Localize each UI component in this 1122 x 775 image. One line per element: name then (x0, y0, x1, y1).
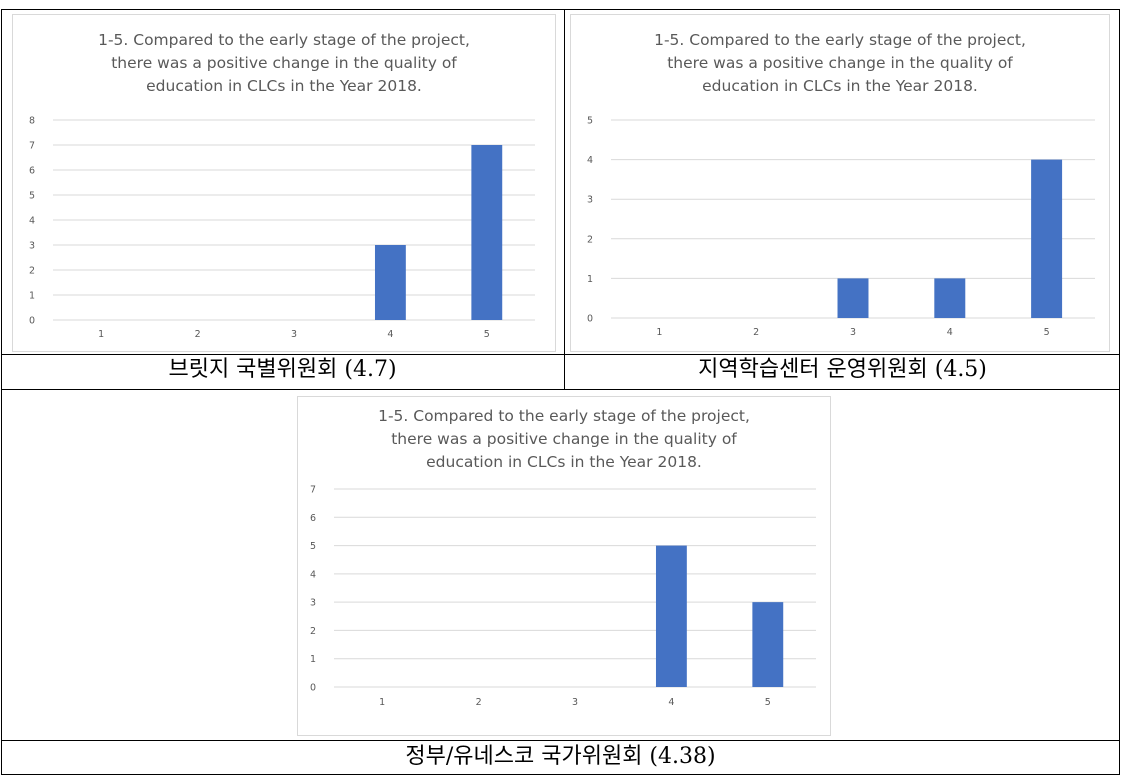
bar-5 (752, 602, 784, 687)
x-tick-label: 2 (476, 697, 482, 708)
x-tick-label: 3 (850, 327, 856, 338)
y-tick-label: 1 (29, 291, 35, 302)
y-tick-label: 1 (310, 654, 316, 665)
caption-clc: 지역학습센터 운영위원회 (4.5) (698, 357, 987, 382)
caption-government: 정부/유네스코 국가위원회 (4.38) (405, 744, 716, 769)
x-tick-label: 4 (668, 697, 674, 708)
y-tick-label: 3 (29, 241, 35, 252)
x-tick-label: 1 (379, 697, 385, 708)
chart-svg: 1-5. Compared to the early stage of the … (29, 31, 535, 340)
chart-title-line: there was a positive change in the quali… (111, 54, 457, 72)
x-tick-label: 4 (387, 329, 393, 340)
y-tick-label: 1 (587, 274, 593, 285)
x-tick-label: 1 (656, 327, 662, 338)
chart-panel-government: 1-5. Compared to the early stage of the … (297, 396, 831, 736)
y-tick-label: 8 (29, 116, 35, 127)
chart-title-line: 1-5. Compared to the early stage of the … (378, 407, 750, 425)
chart-title-line: there was a positive change in the quali… (391, 430, 737, 448)
chart-panel-bridge: 1-5. Compared to the early stage of the … (12, 14, 556, 352)
y-tick-label: 6 (310, 513, 316, 524)
y-tick-label: 5 (29, 191, 35, 202)
bar-4 (374, 245, 406, 320)
y-tick-label: 0 (29, 316, 35, 327)
x-tick-label: 3 (572, 697, 578, 708)
chart-svg: 1-5. Compared to the early stage of the … (310, 407, 816, 708)
x-tick-label: 5 (1044, 327, 1050, 338)
x-tick-label: 1 (98, 329, 104, 340)
bar-3 (837, 278, 869, 318)
bar-4 (934, 278, 966, 318)
y-tick-label: 3 (587, 195, 593, 206)
bar-4 (655, 545, 687, 687)
caption-bridge: 브릿지 국별위원회 (4.7) (168, 357, 397, 382)
bar-5 (1031, 159, 1063, 318)
y-tick-label: 4 (310, 569, 316, 580)
x-tick-label: 2 (195, 329, 201, 340)
y-tick-label: 0 (587, 314, 593, 325)
table-divider-vertical (564, 9, 565, 389)
y-tick-label: 3 (310, 598, 316, 609)
x-tick-label: 5 (484, 329, 490, 340)
x-tick-label: 5 (765, 697, 771, 708)
y-tick-label: 2 (29, 266, 35, 277)
chart-panel-clc: 1-5. Compared to the early stage of the … (570, 14, 1110, 352)
chart-title-line: education in CLCs in the Year 2018. (702, 77, 978, 95)
chart-title-line: education in CLCs in the Year 2018. (426, 453, 702, 471)
y-tick-label: 7 (310, 485, 316, 496)
bar-5 (471, 145, 503, 320)
x-tick-label: 4 (947, 327, 953, 338)
table-divider-row2 (1, 389, 1120, 390)
chart-svg: 1-5. Compared to the early stage of the … (587, 31, 1095, 338)
chart-title-line: 1-5. Compared to the early stage of the … (654, 31, 1026, 49)
y-tick-label: 5 (587, 116, 593, 127)
y-tick-label: 2 (310, 626, 316, 637)
y-tick-label: 5 (310, 541, 316, 552)
y-tick-label: 0 (310, 683, 316, 694)
chart-title-line: 1-5. Compared to the early stage of the … (98, 31, 470, 49)
y-tick-label: 2 (587, 234, 593, 245)
x-tick-label: 3 (291, 329, 297, 340)
y-tick-label: 4 (587, 155, 593, 166)
y-tick-label: 4 (29, 216, 35, 227)
table-divider-row3 (1, 740, 1120, 741)
x-tick-label: 2 (753, 327, 759, 338)
y-tick-label: 7 (29, 141, 35, 152)
table-divider-row1 (1, 354, 1120, 355)
y-tick-label: 6 (29, 166, 35, 177)
chart-title-line: education in CLCs in the Year 2018. (146, 77, 422, 95)
chart-title-line: there was a positive change in the quali… (667, 54, 1013, 72)
